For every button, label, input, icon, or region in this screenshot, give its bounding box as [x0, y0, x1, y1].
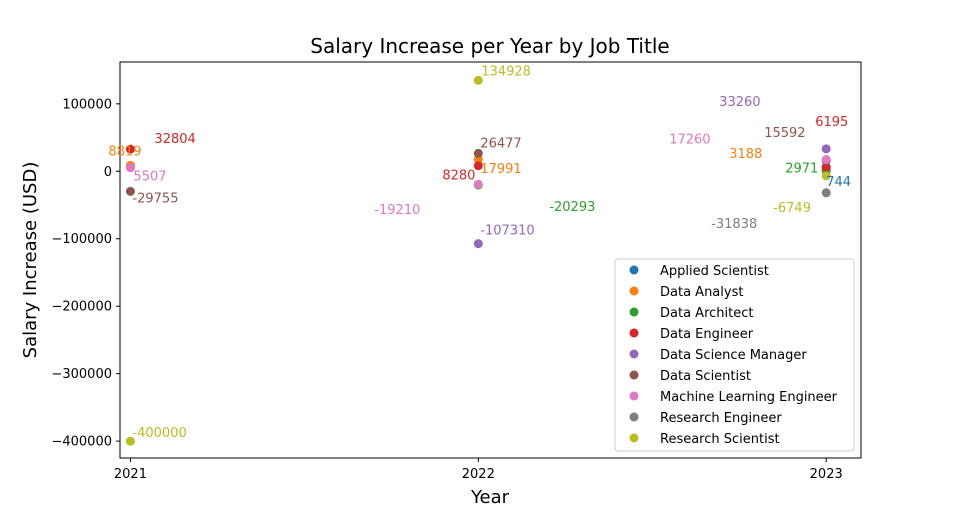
data-label: 17260: [669, 133, 710, 148]
data-label: 5507: [133, 170, 166, 185]
legend-box: [614, 258, 855, 452]
legend-marker: [629, 349, 639, 359]
legend-marker: [629, 412, 639, 422]
data-point: [473, 75, 483, 85]
y-axis-label: Salary Increase (USD): [20, 162, 41, 359]
data-label: 8280: [442, 169, 475, 184]
legend-marker: [629, 370, 639, 380]
data-label: -107310: [480, 224, 534, 239]
data-label: -6749: [773, 201, 811, 216]
plot-area: [119, 61, 862, 459]
legend-marker: [629, 265, 639, 275]
data-label: -19210: [374, 203, 420, 218]
data-label: 2971: [785, 161, 818, 176]
legend-label: Data Architect: [660, 306, 753, 321]
data-point: [821, 162, 831, 172]
data-label: 8819: [108, 144, 141, 159]
data-point: [125, 144, 135, 154]
x-tick-label: 2021: [114, 467, 147, 482]
y-tick-label: −100000: [51, 232, 112, 247]
data-label: 134928: [481, 64, 531, 79]
data-label: 744: [826, 175, 851, 190]
legend-marker: [629, 391, 639, 401]
data-label: 17991: [480, 162, 521, 177]
data-point: [125, 163, 135, 173]
y-tick-label: −200000: [51, 300, 112, 315]
data-point: [473, 179, 483, 189]
data-labels: 744 8819 17991 3188 -20293 2971 32804 8280 6195 -…: [108, 64, 851, 441]
legend-label: Applied Scientist: [660, 264, 769, 279]
legend-label: Data Science Manager: [660, 348, 807, 363]
legend-label: Data Analyst: [660, 285, 743, 300]
data-point: [473, 239, 483, 249]
data-point: [125, 186, 135, 196]
data-label: 33260: [719, 95, 760, 110]
data-label: 3188: [729, 147, 762, 162]
chart-title: Salary Increase per Year by Job Title: [310, 34, 669, 58]
legend-label: Research Scientist: [660, 432, 780, 447]
data-label: -29755: [132, 191, 178, 206]
data-point: [821, 171, 831, 181]
legend-marker: [629, 328, 639, 338]
data-label: -20293: [549, 200, 595, 215]
legend-marker: [629, 307, 639, 317]
y-tick-label: −300000: [51, 367, 112, 382]
legend-label: Research Engineer: [660, 411, 782, 426]
legend-label: Machine Learning Engineer: [660, 390, 838, 405]
data-label: -31838: [711, 217, 757, 232]
data-label: 6195: [815, 115, 848, 130]
y-tick-label: −400000: [51, 435, 112, 450]
legend-marker: [629, 433, 639, 443]
data-label: 32804: [154, 132, 195, 147]
data-point: [821, 188, 831, 198]
legend-label: Data Engineer: [660, 327, 754, 342]
legend: Applied Scientist Data Analyst Data Archit…: [614, 258, 855, 452]
x-tick-label: 2023: [810, 467, 843, 482]
legend-marker: [629, 286, 639, 296]
y-axis-ticks: 100000 0 −100000 −200000 −300000 −400000: [51, 97, 120, 450]
data-points: [125, 75, 831, 446]
x-axis-label: Year: [470, 487, 510, 508]
data-point: [821, 155, 831, 165]
data-point: [473, 148, 483, 158]
y-tick-label: 100000: [62, 97, 112, 112]
x-axis-ticks: 2021 2022 2023: [114, 458, 843, 482]
data-point: [473, 161, 483, 171]
data-point: [125, 436, 135, 446]
data-label: 26477: [480, 136, 521, 151]
legend-label: Data Scientist: [660, 369, 751, 384]
data-point: [821, 144, 831, 154]
x-tick-label: 2022: [462, 467, 495, 482]
data-label: -400000: [132, 426, 186, 441]
y-tick-label: 0: [104, 165, 112, 180]
data-label: 15592: [764, 126, 805, 141]
